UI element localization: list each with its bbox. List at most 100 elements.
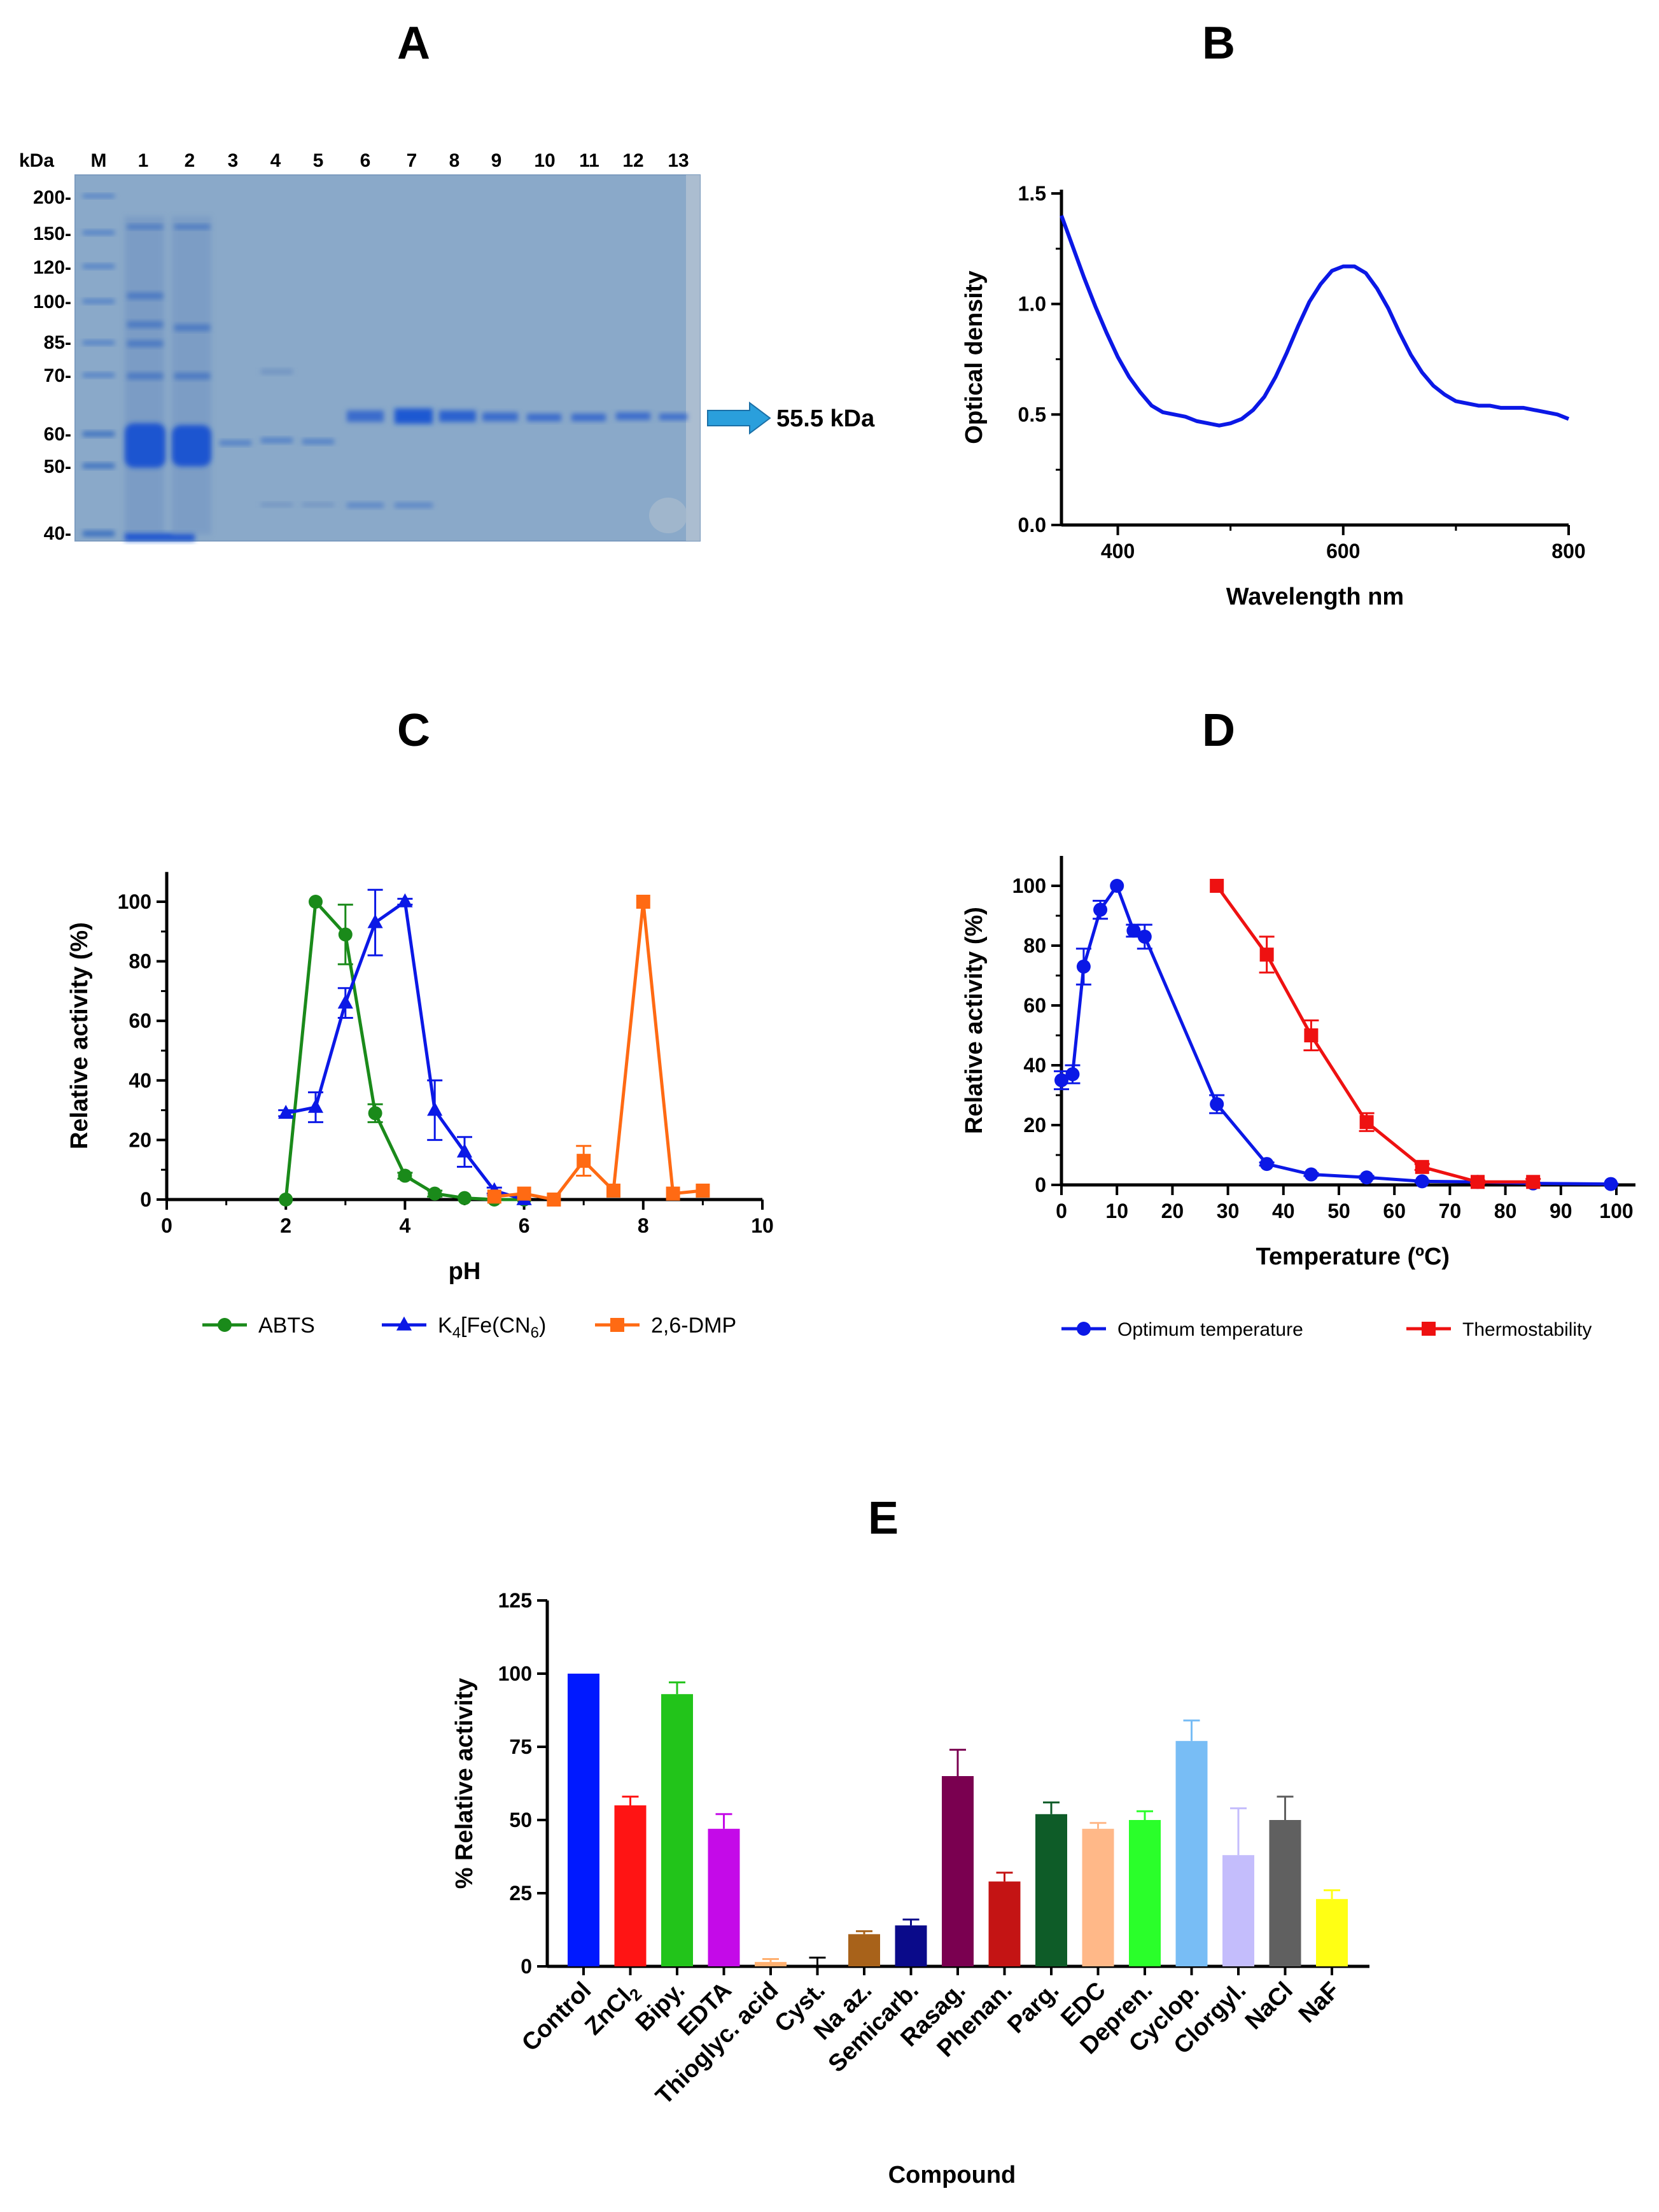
x-tick-label: 8 [638,1214,649,1237]
legend-subscript: 4 [452,1324,461,1341]
2-6-dmp-point [517,1186,531,1201]
x-tick-label: 0 [1056,1200,1067,1222]
gel-marker-header: M [91,150,107,171]
2-6-dmp-legend-marker [610,1318,624,1332]
y-tick-label: 50 [509,1809,532,1831]
gel-lanes-3-5-bands [220,369,334,507]
gel-edge [686,175,700,541]
x-tick-label: 20 [1161,1200,1184,1222]
x-axis-label: pH [449,1258,481,1285]
optical-density-line [1060,214,1570,428]
y-tick-label: 75 [509,1735,532,1758]
abts-point [309,895,323,909]
optimum-temperature-point [1604,1177,1618,1191]
x-tick-label: 60 [1383,1200,1406,1222]
thermostability-point [1210,879,1224,893]
y-tick-label: 20 [1023,1114,1046,1137]
2-6-dmp-point [666,1186,680,1201]
thermostability-legend-marker [1422,1322,1436,1336]
y-axis-label: % Relative activity [451,1678,478,1889]
x-tick-label: 50 [1327,1200,1350,1222]
x-tick-label: 0 [161,1214,172,1237]
panel-letter-b: B [1202,18,1235,69]
y-tick-label: 60 [129,1009,151,1032]
bar-depren [1129,1820,1161,1966]
x-tick-label-zncl: ZnCl2 [580,1977,645,2043]
thermostability-line [1215,885,1534,1184]
abts-line [284,900,524,1201]
2-6-dmp-point [487,1189,501,1204]
panel-letter-e: E [868,1493,899,1544]
x-tick-label: 10 [751,1214,774,1237]
gel-marker-label: 120- [33,257,71,278]
2-6-dmp-point [577,1154,591,1168]
k4-fe-cn6-point [456,1143,473,1158]
temperature-axes: 0 10 20 30 40 50 60 70 80 90 100 0 20 40 60 80 100 Temper… [961,856,1635,1270]
y-tick-label: 100 [498,1662,532,1685]
bar-edta [708,1828,740,1966]
gel-lane-label: 6 [360,150,371,171]
gel-lane-label: 1 [138,150,149,171]
gel-lane-label: 3 [228,150,239,171]
temperature-series [1054,879,1619,1191]
gel-lane-label: 13 [668,150,689,171]
thermostability-point [1526,1175,1541,1189]
gel-lane-label: 12 [622,150,643,171]
spectrum-chart: 400 600 800 0.0 0.5 1.0 1.5 Wavelength nm Optica… [961,182,1586,610]
2-6-dmp-point [547,1193,561,1207]
k4-fe-cn6-line [285,900,525,1201]
thermostability-point [1259,948,1274,962]
legend-text: 2,6-DMP [651,1313,736,1338]
2-6-dmp-point [696,1183,710,1198]
gel-kda-header: kDa [19,150,54,171]
ph-series [278,888,710,1207]
y-tick-label: 0 [521,1955,532,1978]
bar-edc [1082,1828,1114,1966]
bar-na-az [848,1934,880,1966]
bar-cyclop [1175,1740,1208,1966]
marker-ladder [83,194,115,536]
optimum-temperature-point [1065,1067,1080,1082]
x-tick-label: 800 [1551,540,1585,563]
abts-point [428,1186,442,1201]
gel-purified-bands [347,409,687,508]
gel-marker-label: 200- [33,187,71,208]
optimum-temperature-point [1359,1170,1374,1185]
bar-bipy [661,1694,693,1966]
x-axis-label: Compound [888,2162,1016,2188]
compound-bar-chart: 0 25 50 75 100 125 % Relative activity Compound… [451,1589,1369,2188]
arrow-label-55-5-kda: 55.5 kDa [776,405,875,432]
x-tick-label: 70 [1439,1200,1462,1222]
gel-marker-label: 60- [44,424,71,445]
ph-legend: ABTS K4[Fe(CN6) 2,6-DMP [202,1313,736,1341]
compound-bars [568,1674,1348,1966]
y-tick-label: 0 [140,1188,151,1211]
thermostability-point [1415,1159,1429,1174]
x-tick-label: 80 [1494,1200,1517,1222]
k4-fe-cn6-point [397,893,413,907]
gel-bubble [649,498,687,533]
panel-letter-c: C [397,705,430,756]
y-tick-label: 80 [1023,934,1046,957]
optimum-temperature-point [1259,1157,1274,1172]
k4-fe-cn6-point [427,1102,443,1116]
gel-marker-label: 85- [44,332,71,353]
optimum-temperature-point [1093,902,1108,917]
gel-lane-label: 7 [407,150,417,171]
optimum-temperature-point [1137,929,1152,944]
x-axis-label: Wavelength nm [1226,584,1404,610]
optimum-temperature-point [1054,1073,1068,1088]
panel-letter-a: A [397,18,430,69]
category-text: Parg. [1002,1977,1064,2039]
k4-fe-cn6-legend-label: K4[Fe(CN6) [438,1313,546,1341]
2-6-dmp-point [636,895,650,909]
bar-naf [1316,1899,1348,1966]
x-tick-label-parg: Parg. [1002,1977,1064,2039]
gel-lane-label: 8 [449,150,460,171]
gel-lane-1-bands [125,216,195,541]
y-tick-label: 100 [118,890,151,913]
abts-point [338,927,353,942]
x-tick-label: 100 [1599,1200,1633,1222]
gel-marker-label: 150- [33,223,71,244]
